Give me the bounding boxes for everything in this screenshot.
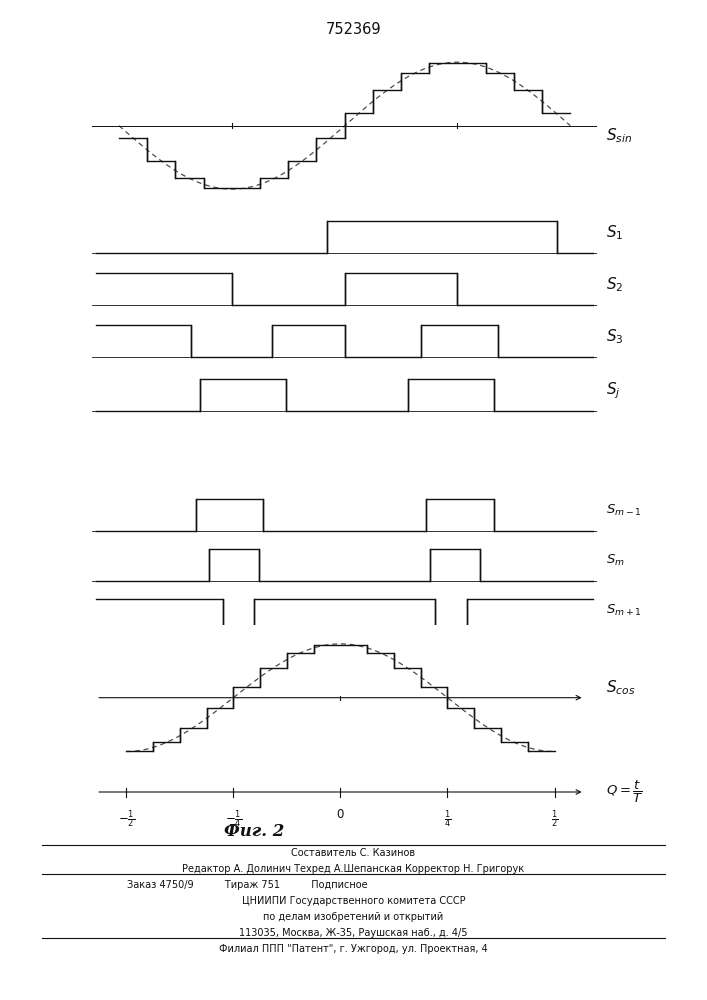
Text: $S_{m-1}$: $S_{m-1}$ [606, 503, 642, 518]
Text: по делам изобретений и открытий: по делам изобретений и открытий [264, 912, 443, 922]
Text: ЦНИИПИ Государственного комитета СССР: ЦНИИПИ Государственного комитета СССР [242, 896, 465, 906]
Text: $\frac{1}{2}$: $\frac{1}{2}$ [551, 808, 559, 830]
Text: $S_3$: $S_3$ [606, 327, 624, 346]
Text: $Q=\dfrac{t}{T}$: $Q=\dfrac{t}{T}$ [606, 779, 643, 805]
Text: $S_{m+1}$: $S_{m+1}$ [606, 603, 642, 618]
Text: Редактор А. Долинич Техред А.Шепанская Корректор Н. Григорук: Редактор А. Долинич Техред А.Шепанская К… [182, 864, 525, 874]
Text: 113035, Москва, Ж-35, Раушская наб., д. 4/5: 113035, Москва, Ж-35, Раушская наб., д. … [239, 928, 468, 938]
Text: $S_{sin}$: $S_{sin}$ [606, 126, 632, 145]
Text: $S_j$: $S_j$ [606, 380, 621, 401]
Text: Филиал ППП "Патент", г. Ужгород, ул. Проектная, 4: Филиал ППП "Патент", г. Ужгород, ул. Про… [219, 944, 488, 954]
Text: $S_{cos}$: $S_{cos}$ [606, 679, 636, 697]
Text: $-\frac{1}{2}$: $-\frac{1}{2}$ [117, 808, 135, 830]
Text: 752369: 752369 [326, 22, 381, 37]
Text: $0$: $0$ [336, 808, 345, 822]
Text: Заказ 4750/9          Тираж 751          Подписное: Заказ 4750/9 Тираж 751 Подписное [127, 880, 368, 890]
Text: $S_1$: $S_1$ [606, 223, 624, 242]
Text: $S_2$: $S_2$ [606, 275, 624, 294]
Text: $\frac{1}{4}$: $\frac{1}{4}$ [444, 808, 451, 830]
Text: $S_m$: $S_m$ [606, 553, 625, 568]
Text: $-\frac{1}{4}$: $-\frac{1}{4}$ [225, 808, 242, 830]
Text: Составитель С. Казинов: Составитель С. Казинов [291, 848, 416, 858]
Text: Фиг. 2: Фиг. 2 [224, 823, 285, 840]
